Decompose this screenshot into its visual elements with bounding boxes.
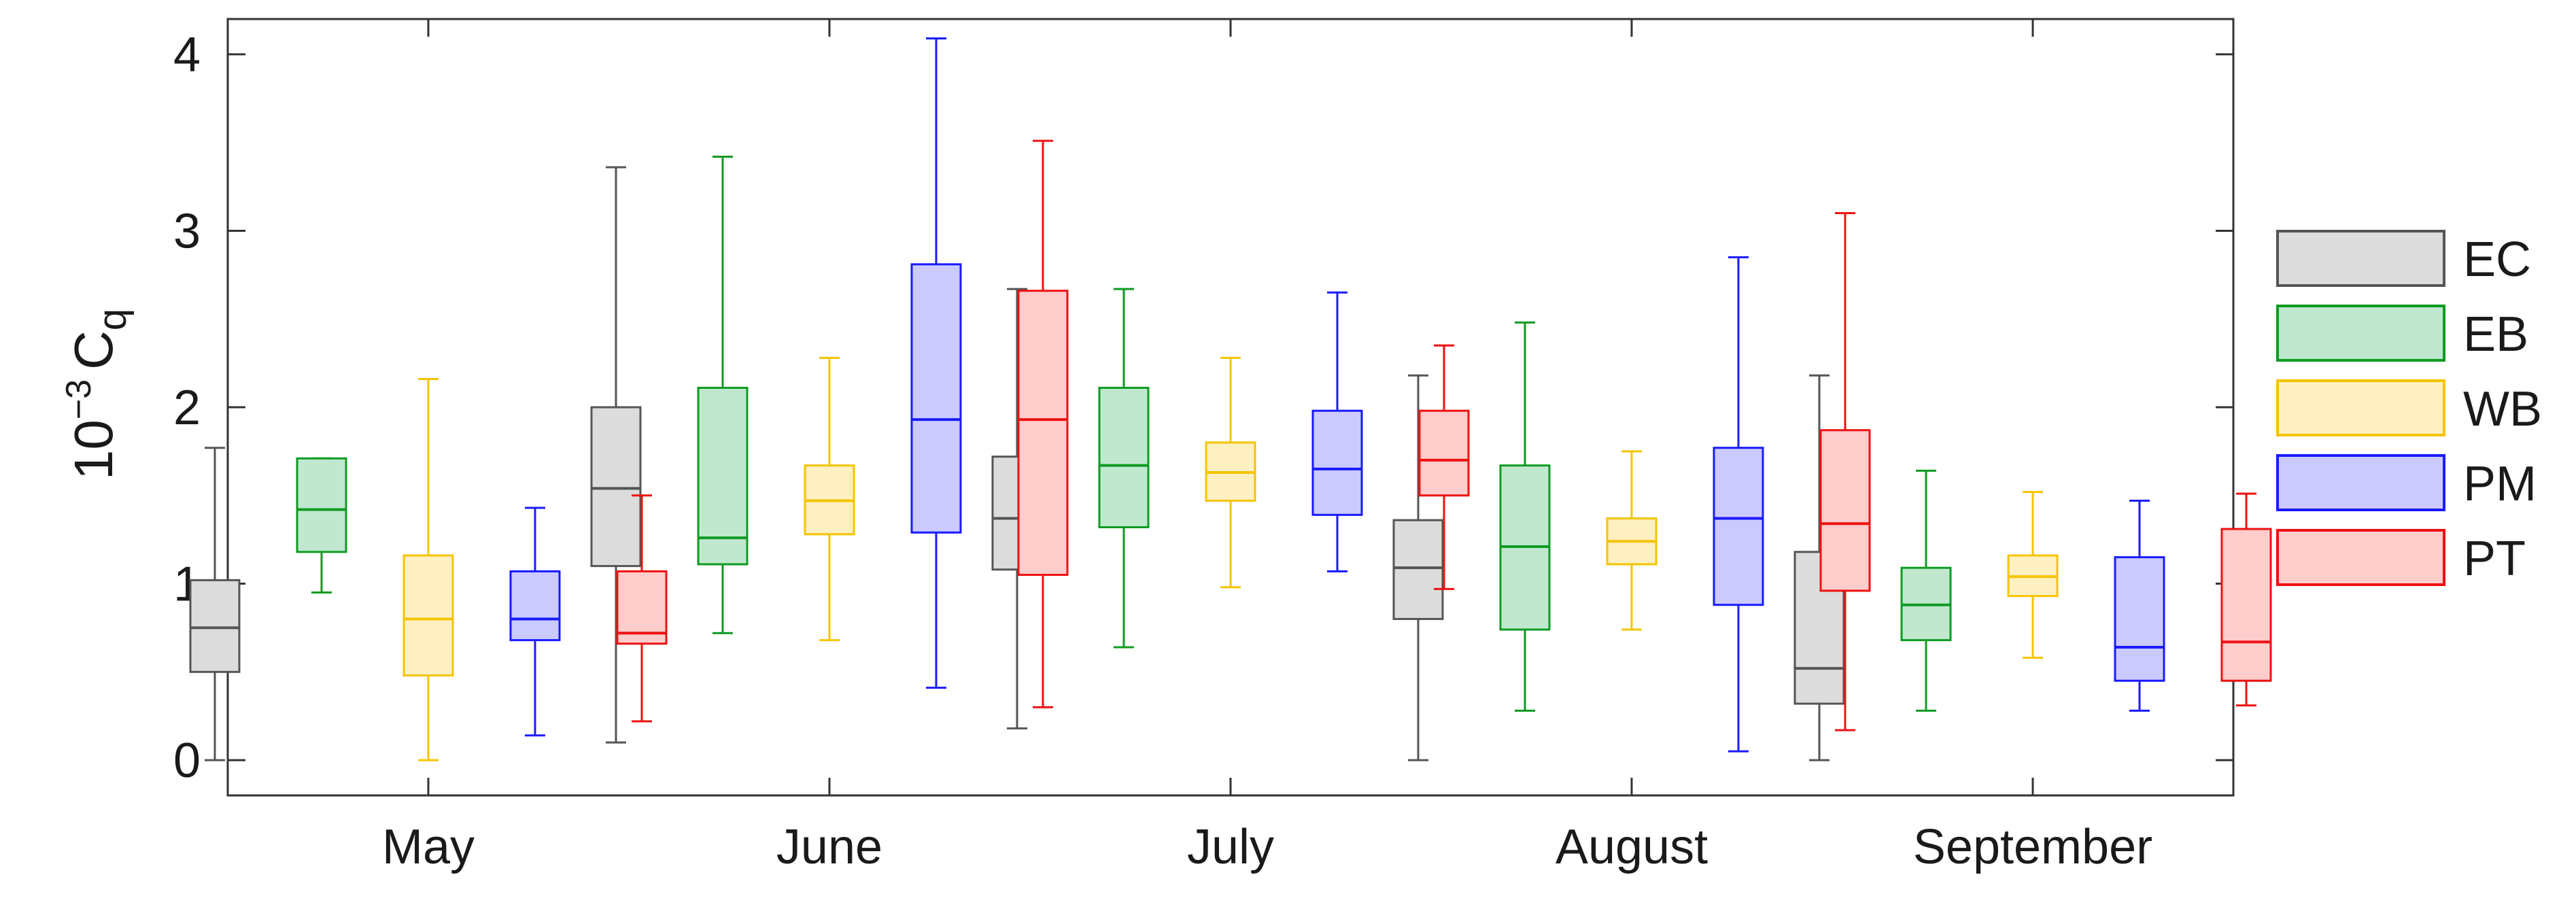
x-axis: May June July August September	[382, 19, 2152, 874]
iqr-box	[910, 263, 962, 534]
legend-swatch	[2276, 305, 2445, 362]
legend-item-eb: EB	[2276, 305, 2528, 362]
y-axis-label: 10−3 Cq	[59, 309, 135, 480]
box-series-group	[189, 37, 2272, 761]
legend-label: PM	[2463, 457, 2537, 511]
x-tick-label: June	[776, 820, 882, 874]
iqr-box	[189, 579, 241, 673]
box-wb-august	[1606, 450, 1658, 631]
series-pm	[509, 37, 2165, 753]
ylabel-exponent: −3	[59, 379, 99, 419]
box-ec-june	[590, 166, 642, 744]
legend-item-pm: PM	[2276, 454, 2537, 511]
iqr-box	[1311, 409, 1363, 516]
box-ec-august	[1392, 374, 1444, 761]
box-pt-september	[2220, 492, 2272, 707]
iqr-box	[1819, 429, 1871, 592]
iqr-box	[2220, 528, 2272, 682]
y-tick-label: 0	[173, 734, 201, 788]
box-pm-june	[910, 37, 962, 689]
legend-label: EB	[2463, 307, 2528, 362]
legend-label: PT	[2463, 532, 2526, 586]
legend-swatch	[2276, 454, 2445, 511]
legend-swatch	[2276, 529, 2445, 586]
box-eb-may	[296, 457, 347, 594]
legend-label: WB	[2463, 382, 2542, 436]
series-wb	[402, 356, 2059, 761]
ylabel-symbol: C	[63, 330, 124, 370]
iqr-box	[616, 570, 668, 645]
iqr-box	[697, 386, 749, 566]
box-pt-may	[616, 494, 668, 723]
iqr-box	[2114, 556, 2165, 682]
box-pm-august	[1713, 256, 1764, 753]
iqr-box	[1713, 447, 1764, 606]
x-tick-label: August	[1556, 820, 1708, 874]
iqr-box	[1392, 519, 1444, 620]
legend-item-wb: WB	[2276, 379, 2542, 436]
box-wb-june	[804, 356, 855, 642]
y-tick-label: 2	[173, 381, 201, 435]
box-pm-may	[509, 506, 561, 737]
iqr-box	[1098, 386, 1150, 528]
box-eb-september	[1900, 469, 1952, 712]
series-eb	[296, 155, 1952, 712]
box-eb-june	[697, 155, 749, 634]
ylabel-prefix: 10	[63, 419, 124, 480]
box-ec-may	[189, 447, 241, 761]
legend: EC EB WB PM PT	[2276, 230, 2542, 586]
box-pm-september	[2114, 500, 2165, 712]
box-eb-july	[1098, 288, 1150, 649]
x-tick-label: July	[1187, 820, 1274, 874]
legend-label: EC	[2463, 233, 2531, 287]
series-pt	[616, 139, 2272, 732]
box-wb-july	[1205, 356, 1256, 589]
box-pm-july	[1311, 291, 1363, 572]
box-eb-august	[1499, 321, 1551, 712]
legend-swatch	[2276, 379, 2445, 436]
box-pt-june	[1017, 139, 1069, 708]
box-wb-september	[2007, 491, 2059, 659]
iqr-box	[296, 457, 347, 553]
iqr-box	[509, 570, 561, 642]
box-pt-august	[1819, 212, 1871, 732]
y-tick-label: 3	[173, 204, 201, 258]
y-tick-label: 4	[173, 28, 201, 82]
box-wb-may	[402, 377, 454, 761]
iqr-box	[1017, 290, 1069, 577]
x-tick-label: September	[1913, 820, 2152, 874]
ylabel-subscript: q	[90, 309, 135, 330]
x-tick-label: May	[382, 820, 475, 874]
iqr-box	[1418, 409, 1470, 497]
box-pt-july	[1418, 344, 1470, 590]
legend-swatch	[2276, 230, 2445, 287]
legend-item-pt: PT	[2276, 529, 2526, 586]
iqr-box	[402, 554, 454, 677]
iqr-box	[590, 406, 642, 568]
legend-item-ec: EC	[2276, 230, 2531, 287]
